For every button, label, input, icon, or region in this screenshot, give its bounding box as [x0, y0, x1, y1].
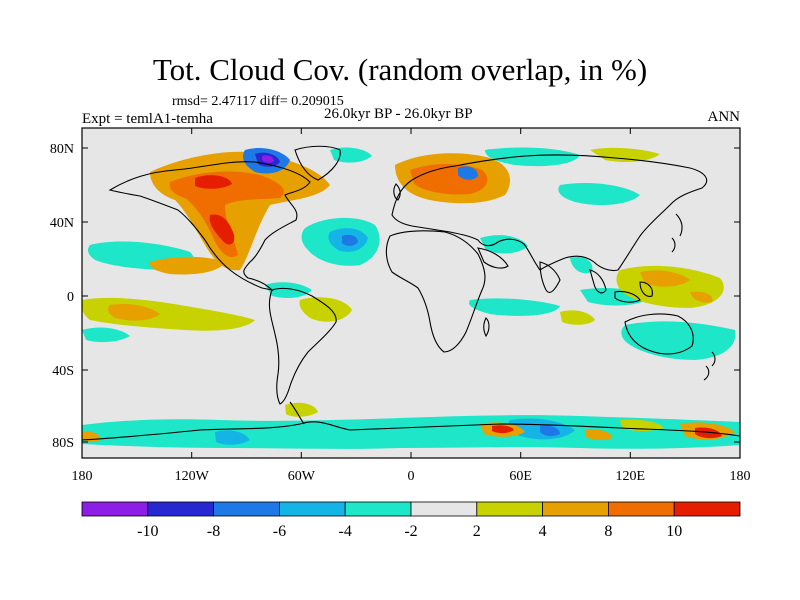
experiment-label: Expt = temlA1-temha	[82, 111, 213, 127]
colorbar-swatch	[278, 501, 346, 517]
colorbar-label: 2	[473, 523, 481, 540]
period-label: 26.0kyr BP - 26.0kyr BP	[324, 106, 473, 122]
coast-se-asia	[589, 269, 653, 303]
colorbar-swatch	[476, 501, 543, 517]
anomaly-arctic-purple	[262, 155, 274, 163]
lon-tick-label: 60E	[509, 469, 532, 484]
colorbar-swatch	[213, 501, 280, 517]
coast-arabia	[477, 247, 509, 269]
colorbar-swatch	[81, 501, 149, 517]
colorbar-swatch	[147, 501, 215, 517]
anomaly-siberia-teal	[485, 147, 580, 167]
colorbar-swatch	[344, 501, 412, 517]
stats-text: rmsd= 2.47117 diff= 0.209015	[172, 94, 344, 109]
anomaly-wpacific-orange	[640, 270, 713, 303]
lat-tick-label: 80N	[50, 142, 74, 157]
lon-axis	[81, 128, 741, 458]
colorbar-label: -8	[207, 523, 220, 540]
colorbar-label: 4	[539, 523, 547, 540]
anomaly-southern-blue-2	[215, 430, 250, 445]
colorbar-label: -6	[273, 523, 286, 540]
lat-tick-label: 40S	[52, 364, 74, 379]
coast-greenland	[294, 145, 341, 181]
coast-japan	[671, 213, 683, 253]
lon-tick-label: 180	[730, 469, 751, 484]
colorbar-swatch	[410, 501, 478, 517]
colorbar-swatch	[542, 501, 609, 517]
coast-south-america	[268, 287, 337, 405]
anomaly-indian-teal	[469, 298, 560, 316]
colorbar-label: -10	[137, 523, 158, 540]
anomaly-siberia-yellow	[590, 147, 660, 162]
lon-tick-label: 120W	[175, 469, 210, 484]
anomaly-npacific-orange	[149, 256, 225, 275]
anomaly-atlantic-deepblue	[342, 234, 358, 246]
lon-tick-label: 60W	[288, 469, 316, 484]
colorbar-swatch	[673, 501, 741, 517]
lon-tick-label: 180	[72, 469, 93, 484]
anomaly-aus-yellow	[560, 310, 595, 325]
lat-tick-label: 80S	[52, 436, 74, 451]
anomaly-southern-deepblue	[540, 425, 560, 437]
colorbar-labels: -10 -8 -6 -4 -2 2 4 8 10	[137, 523, 682, 540]
coast-antarctica	[82, 421, 740, 441]
coast-madagascar	[483, 317, 490, 338]
lon-tick-label: 120E	[616, 469, 646, 484]
cloud-anomaly-field	[82, 147, 740, 449]
coast-india	[539, 261, 561, 293]
anomaly-na-core	[195, 175, 235, 245]
coast-north-america	[108, 161, 311, 291]
anomaly-sam-yellow	[299, 297, 352, 322]
anomaly-southern-red-1	[492, 425, 514, 434]
lat-tick-label: 40N	[50, 216, 74, 231]
map-title: Tot. Cloud Cov. (random overlap, in %)	[152, 52, 648, 87]
lat-axis	[82, 147, 740, 443]
lon-tick-label: 0	[408, 469, 415, 484]
coast-new-zealand	[703, 351, 716, 381]
anomaly-eastasia-teal	[558, 183, 640, 206]
colorbar-label: 8	[604, 523, 612, 540]
colorbar-label: -2	[404, 523, 417, 540]
coast-africa	[385, 230, 486, 353]
coastlines	[82, 145, 740, 441]
anomaly-spacific-teal	[82, 327, 130, 343]
colorbar-label: 10	[666, 523, 682, 540]
coast-australia	[624, 313, 694, 355]
colorbar	[81, 501, 741, 517]
anomaly-trop-pacific-orange	[107, 304, 160, 321]
coast-uk	[393, 183, 401, 201]
colorbar-swatch	[608, 501, 675, 517]
coast-antarctic-peninsula	[289, 401, 305, 425]
anomaly-na-red	[169, 171, 284, 258]
anomaly-eq-teal	[265, 282, 312, 298]
coast-eurasia	[391, 154, 708, 272]
anomaly-scandinavia-blue	[458, 166, 478, 180]
anomaly-arabia-teal	[480, 235, 593, 274]
season-label: ANN	[707, 109, 741, 125]
colorbar-label: -4	[339, 523, 352, 540]
lat-tick-label: 0	[67, 290, 74, 305]
